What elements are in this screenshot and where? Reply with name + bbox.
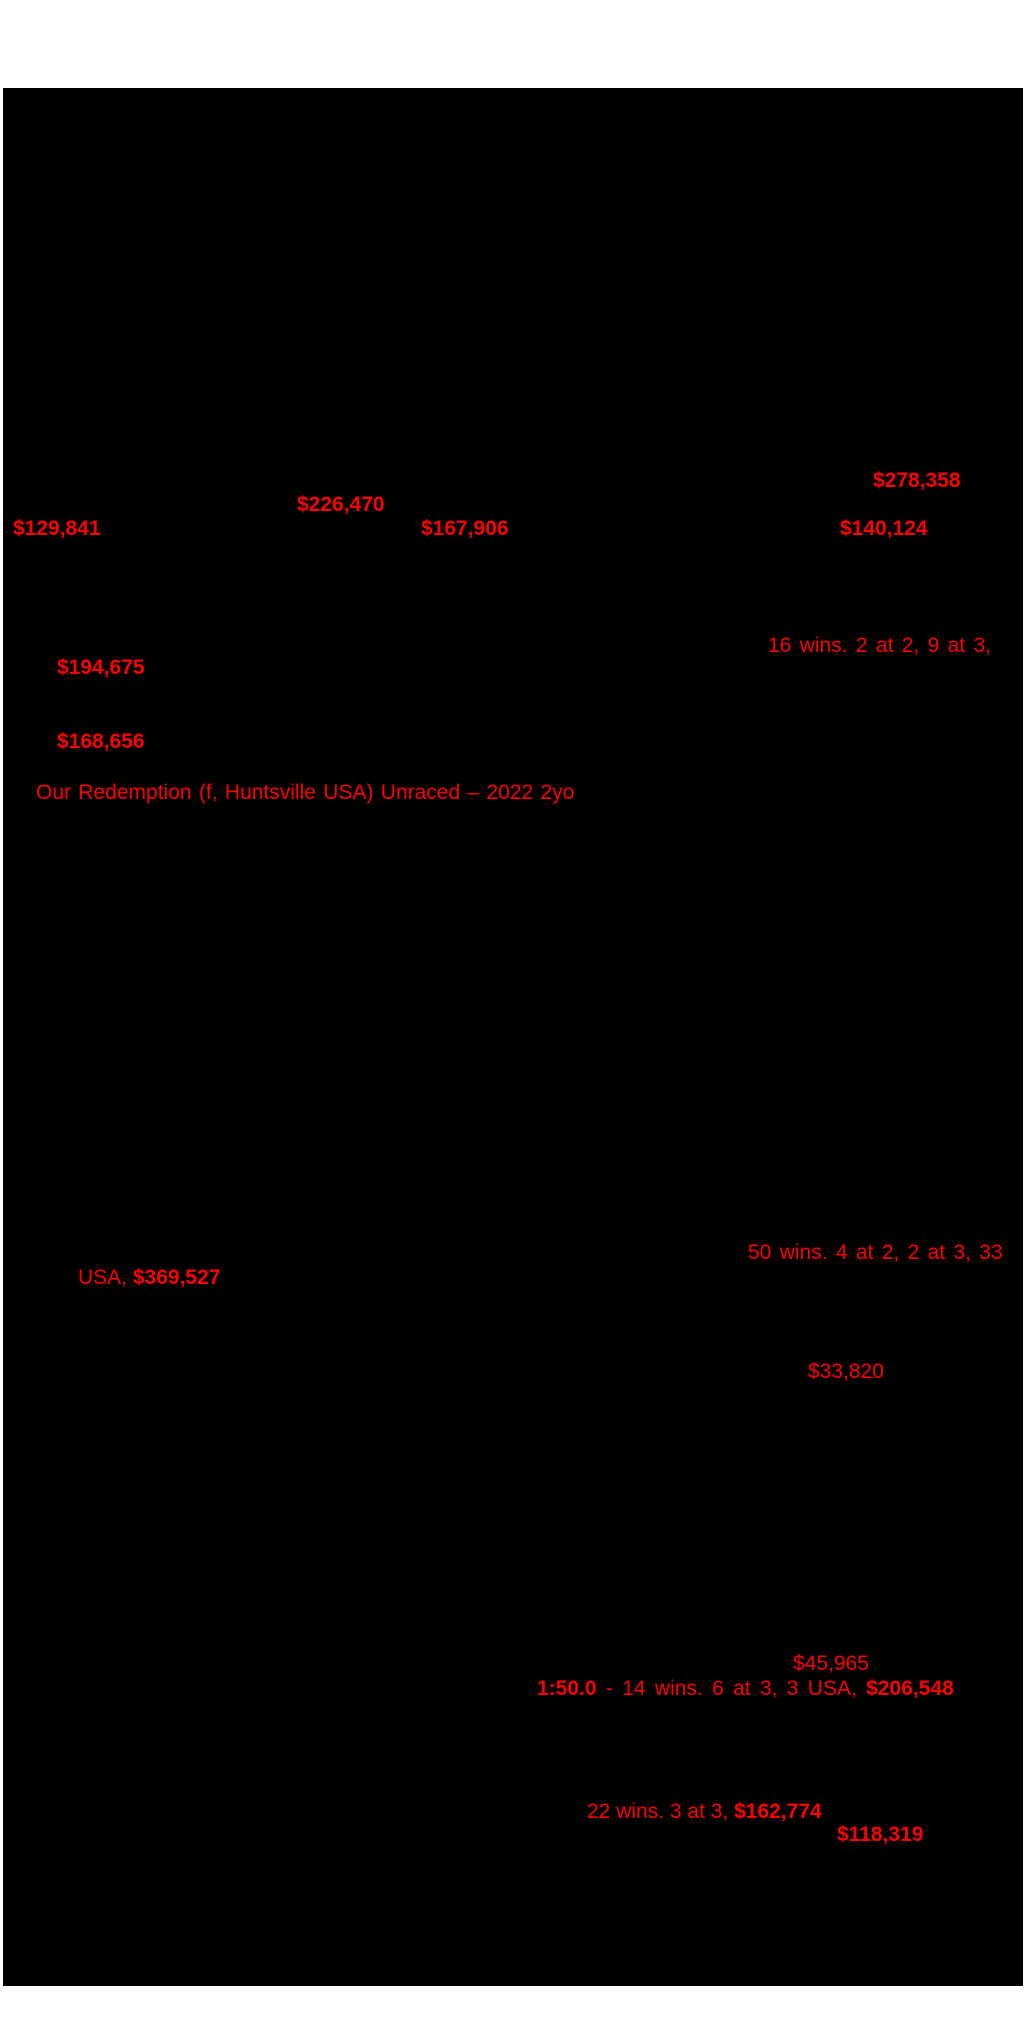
earnings-value: $168,656 (57, 730, 145, 753)
earnings-value: $33,820 (808, 1360, 884, 1383)
progeny-line: Our Redemption (f, Huntsville USA) Unrac… (36, 781, 575, 804)
record-time: 1:50.0 (537, 1677, 597, 1700)
race-record-line: 1:50.0 - 14 wins. 6 at 3, 3 USA, $206,54… (537, 1678, 954, 1699)
pedigree-panel (3, 88, 1023, 1986)
earnings-value: $118,319 (837, 1823, 924, 1846)
earnings-value: $278,358 (873, 469, 961, 492)
earnings-value: $162,774 (734, 1800, 822, 1823)
earnings-value: $45,965 (793, 1652, 869, 1675)
earnings-value: $369,527 (132, 1266, 221, 1289)
earnings-value: $129,841 (13, 517, 101, 540)
earnings-value: $167,906 (421, 517, 509, 540)
earnings-value: $140,124 (840, 517, 928, 540)
race-record-text: 50 wins. 4 at 2, 2 at 3, 33 (748, 1241, 1003, 1264)
race-record-line: 22 wins. 3 at 3, $162,774 (587, 1801, 822, 1822)
usa-prefix: USA, (78, 1266, 133, 1289)
earnings-value: $194,675 (57, 656, 145, 679)
race-record-text: 16 wins. 2 at 2, 9 at 3, (768, 634, 991, 657)
earnings-value: $226,470 (297, 493, 385, 516)
race-record-text: 22 wins. 3 at 3, (587, 1800, 735, 1823)
race-record-earnings: USA, $369,527 (78, 1267, 220, 1288)
earnings-value: $206,548 (866, 1677, 954, 1700)
race-record-text: - 14 wins. 6 at 3, 3 USA, (596, 1677, 867, 1700)
